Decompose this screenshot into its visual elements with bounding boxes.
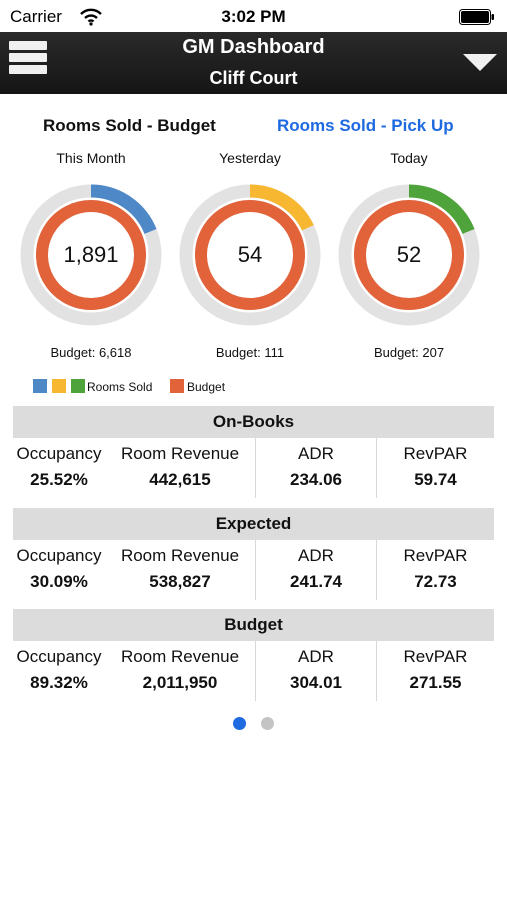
donut-label: Yesterday (219, 150, 281, 166)
carrier-label: Carrier (10, 7, 62, 26)
budget-arc (195, 200, 305, 310)
metric-revpar: RevPAR 72.73 (376, 540, 494, 600)
metric-adr: ADR 241.74 (255, 540, 376, 600)
metric-value: 538,827 (149, 572, 211, 591)
donut-yesterday: Yesterday 54 Budget: 111 (175, 150, 325, 365)
wifi-icon (80, 8, 102, 26)
rooms-sold-arc (408, 184, 475, 235)
section-header-on-books: On-Books (13, 406, 494, 438)
rooms-sold-arc (90, 184, 157, 235)
metric-label: Occupancy (16, 444, 102, 463)
metric-room-revenue: Room Revenue 538,827 (105, 540, 255, 600)
section-header-expected: Expected (13, 508, 494, 540)
metric-label: ADR (298, 647, 334, 666)
metric-label: Room Revenue (120, 546, 240, 565)
battery-icon (459, 9, 494, 25)
page-dot-1[interactable] (233, 717, 246, 730)
donut-label: Today (390, 150, 428, 166)
donut-chart (179, 184, 321, 326)
metric-adr: ADR 234.06 (255, 438, 376, 498)
metrics-row-on-books: Occupancy 25.52% Room Revenue 442,615 AD… (13, 438, 494, 498)
metric-label: RevPAR (403, 444, 468, 463)
metrics-row-budget: Occupancy 89.32% Room Revenue 2,011,950 … (13, 641, 494, 701)
metric-occupancy: Occupancy 89.32% (13, 641, 105, 701)
donut-value: 1,891 (63, 242, 119, 267)
property-name: Cliff Court (209, 68, 298, 88)
rooms-sold-arc (249, 184, 314, 231)
metric-label: ADR (298, 444, 334, 463)
metric-occupancy: Occupancy 25.52% (13, 438, 105, 498)
section-header-budget: Budget (13, 609, 494, 641)
metric-value: 2,011,950 (142, 673, 218, 692)
tab-rooms-sold-pickup[interactable]: Rooms Sold - Pick Up (277, 116, 454, 135)
metric-label: Room Revenue (120, 444, 240, 463)
legend-swatch-yesterday (52, 379, 66, 393)
metric-value: 89.32% (30, 673, 88, 692)
donut-this-month: This Month 1,891 Budget: 6,618 (16, 150, 166, 365)
metric-label: RevPAR (403, 546, 468, 565)
metrics-row-expected: Occupancy 30.09% Room Revenue 538,827 AD… (13, 540, 494, 600)
triangle-down-icon[interactable] (463, 52, 497, 72)
metric-value: 304.01 (290, 673, 342, 692)
metric-label: Room Revenue (120, 647, 240, 666)
clock-time: 3:02 PM (221, 7, 286, 26)
page-title: GM Dashboard (182, 36, 325, 58)
page-dot-2[interactable] (261, 717, 274, 730)
nav-header: GM Dashboard Cliff Court (0, 32, 507, 94)
metric-revpar: RevPAR 271.55 (376, 641, 494, 701)
budget-arc (36, 200, 146, 310)
metric-revpar: RevPAR 59.74 (376, 438, 494, 498)
metric-value: 271.55 (409, 673, 462, 692)
metric-value: 234.06 (290, 470, 342, 489)
donut-label: This Month (56, 150, 126, 166)
metric-value: 30.09% (30, 572, 88, 591)
status-bar: Carrier 3:02 PM (0, 0, 507, 32)
metric-room-revenue: Room Revenue 2,011,950 (105, 641, 255, 701)
metric-label: RevPAR (403, 647, 468, 666)
metric-value: 25.52% (30, 470, 88, 489)
metric-label: ADR (298, 546, 334, 565)
donut-today: Today 52 Budget: 207 (334, 150, 484, 365)
donut-budget: Budget: 111 (215, 345, 285, 360)
metric-label: Occupancy (16, 647, 102, 666)
metric-occupancy: Occupancy 30.09% (13, 540, 105, 600)
donut-budget: Budget: 207 (373, 345, 445, 360)
legend-swatch-this-month (33, 379, 47, 393)
tab-rooms-sold-budget[interactable]: Rooms Sold - Budget (43, 116, 216, 135)
donut-chart (20, 184, 162, 326)
donut-budget: Budget: 6,618 (50, 345, 132, 360)
legend-budget-label: Budget (187, 380, 226, 394)
legend-swatch-today (71, 379, 85, 393)
metric-room-revenue: Room Revenue 442,615 (105, 438, 255, 498)
metric-value: 442,615 (149, 470, 211, 489)
legend-rooms-sold-label: Rooms Sold (87, 380, 153, 394)
donut-value: 52 (396, 242, 422, 267)
donut-chart (338, 184, 480, 326)
metric-adr: ADR 304.01 (255, 641, 376, 701)
metric-value: 59.74 (414, 470, 457, 489)
hamburger-menu-icon[interactable] (9, 41, 47, 81)
budget-arc (354, 200, 464, 310)
metric-label: Occupancy (16, 546, 102, 565)
donut-value: 54 (237, 242, 263, 267)
legend-swatch-budget (170, 379, 184, 393)
metric-value: 72.73 (414, 572, 457, 591)
metric-value: 241.74 (290, 572, 342, 591)
